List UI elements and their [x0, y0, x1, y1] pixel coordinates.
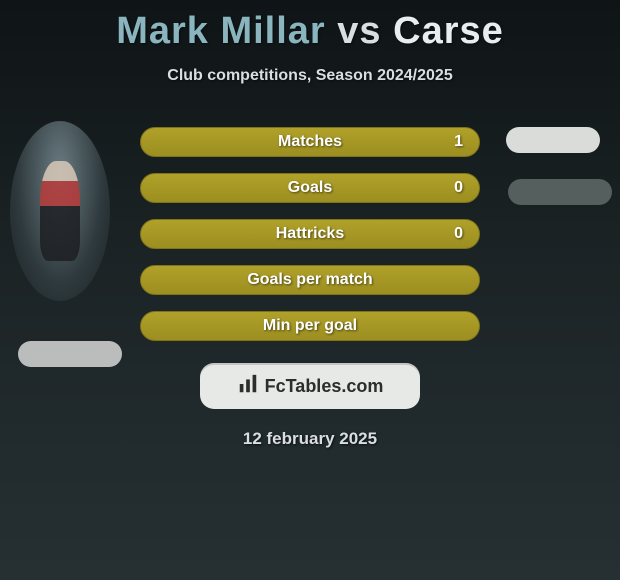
chart-icon: [237, 373, 259, 400]
bar-label: Min per goal: [263, 317, 357, 335]
bar-hattricks: Hattricks 0: [140, 219, 480, 249]
bar-label: Goals per match: [247, 271, 372, 289]
bar-matches: Matches 1: [140, 127, 480, 157]
bar-goals: Goals 0: [140, 173, 480, 203]
page-title: Mark Millar vs Carse: [0, 0, 620, 53]
bar-goals-per-match: Goals per match: [140, 265, 480, 295]
bar-value: 0: [454, 179, 463, 197]
player1-name: Mark Millar: [116, 10, 326, 52]
date-text: 12 february 2025: [0, 429, 620, 449]
bar-label: Matches: [278, 133, 342, 151]
player2-name: Carse: [393, 10, 504, 52]
subtitle: Club competitions, Season 2024/2025: [0, 67, 620, 85]
bar-value: 0: [454, 225, 463, 243]
stat-bars: Matches 1 Goals 0 Hattricks 0 Goals per …: [140, 127, 480, 341]
brand-text: FcTables.com: [265, 376, 384, 397]
bar-label: Goals: [288, 179, 332, 197]
ghost-pill-right-2: [508, 179, 612, 205]
brand-badge: FcTables.com: [200, 363, 420, 409]
player1-photo: [10, 121, 110, 301]
bar-label: Hattricks: [276, 225, 344, 243]
ghost-pill-left: [18, 341, 122, 367]
bar-value: 1: [454, 133, 463, 151]
comparison-content: Matches 1 Goals 0 Hattricks 0 Goals per …: [0, 127, 620, 449]
vs-text: vs: [337, 10, 381, 52]
bar-min-per-goal: Min per goal: [140, 311, 480, 341]
ghost-pill-right-1: [506, 127, 600, 153]
